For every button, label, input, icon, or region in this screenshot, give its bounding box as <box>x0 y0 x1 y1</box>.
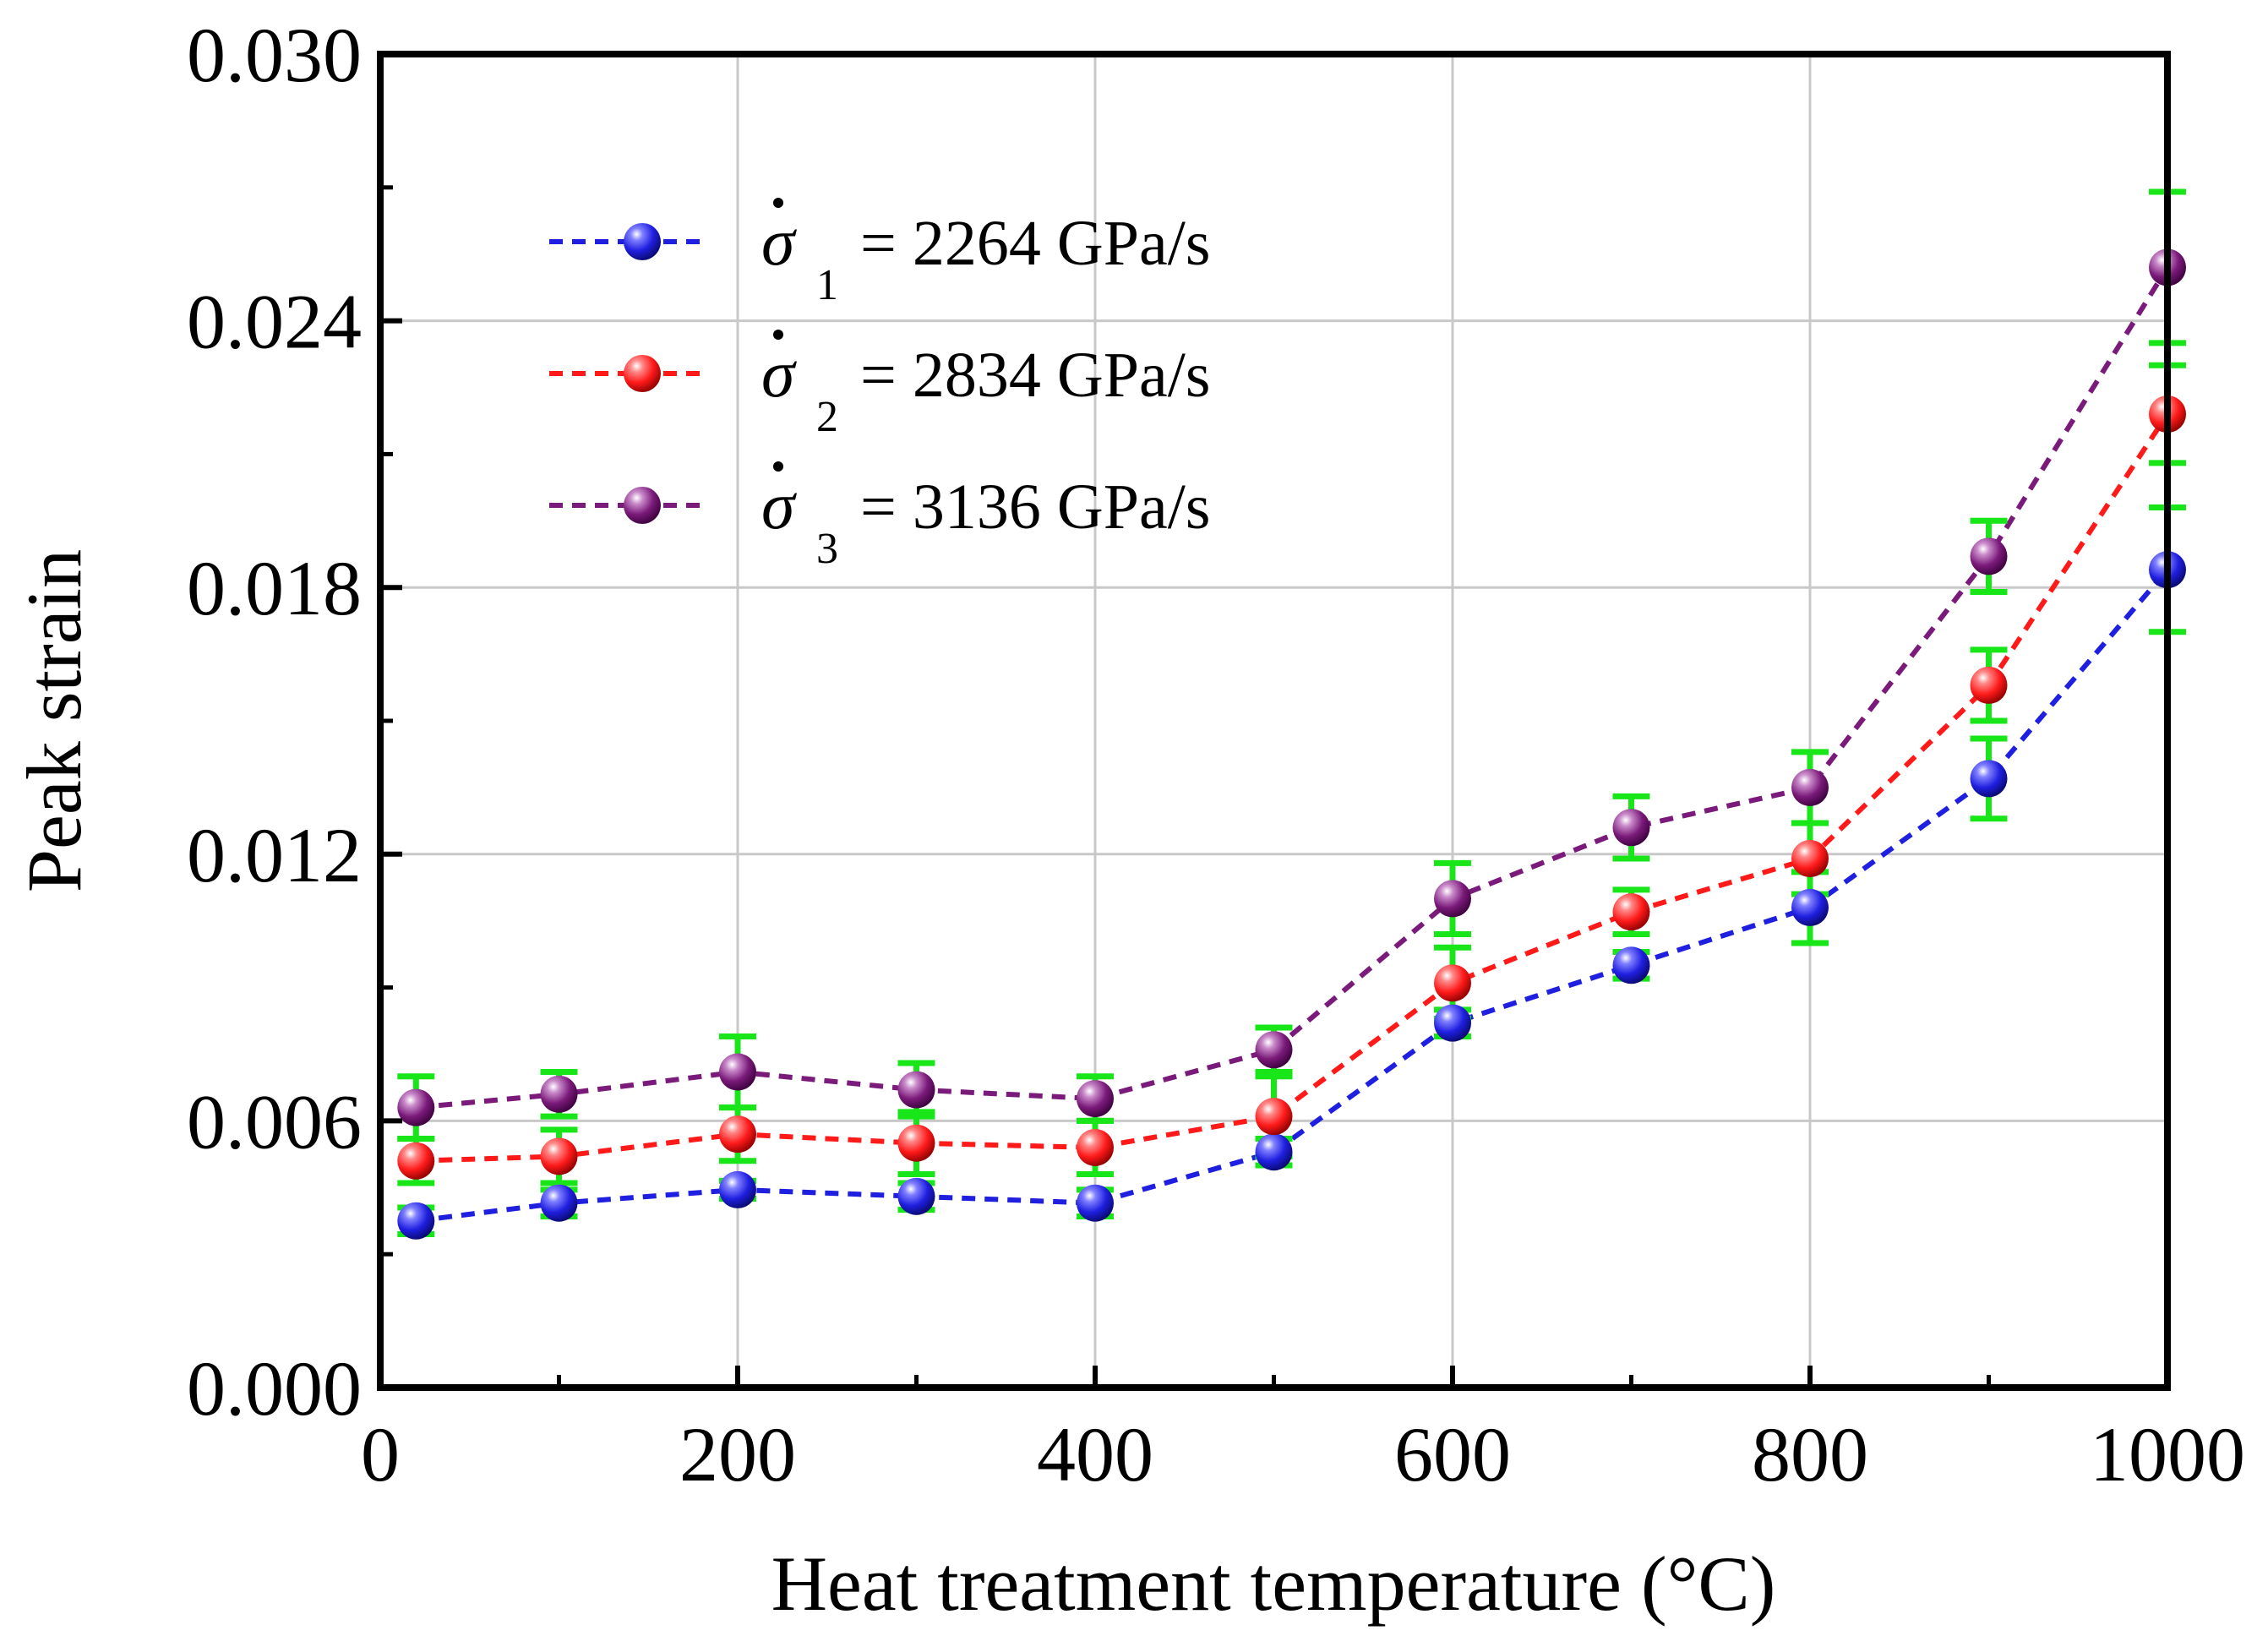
y-tick-label: 0.000 <box>187 1345 362 1432</box>
series-2-point <box>540 1137 578 1175</box>
legend-dot <box>773 330 783 340</box>
series-2-point <box>397 1142 435 1180</box>
series-1-point <box>540 1184 578 1222</box>
series-3-point <box>1077 1080 1114 1118</box>
legend-entry-3: σ3 = 3136 GPa/s <box>549 461 1210 573</box>
x-tick-label: 200 <box>679 1411 796 1497</box>
x-tick-label: 800 <box>1752 1411 1868 1497</box>
series-layer <box>397 188 2186 1240</box>
y-axis-title: Peak strain <box>11 549 97 892</box>
series-1-point <box>1791 888 1829 926</box>
series-1-point <box>897 1177 935 1215</box>
legend-marker <box>624 223 661 260</box>
series-3-point <box>1970 537 2008 575</box>
x-tick-label: 1000 <box>2090 1411 2245 1497</box>
series-1-point <box>1255 1133 1293 1171</box>
x-tick-label: 600 <box>1394 1411 1511 1497</box>
legend-marker <box>624 355 661 392</box>
series-1-point <box>1970 760 2008 798</box>
series-2-point <box>1791 840 1829 878</box>
legend-label: = 2834 GPa/s <box>860 340 1210 411</box>
series-3-point <box>397 1088 435 1126</box>
series-2-line <box>416 412 2170 1164</box>
legend-subscript: 2 <box>816 393 838 441</box>
series-2-point <box>1077 1128 1114 1166</box>
x-tick-labels: 0 200 400 600 800 1000 <box>361 1411 2245 1497</box>
legend-symbol: σ <box>761 205 797 280</box>
axis-ticks <box>378 52 2170 1390</box>
series-2-point <box>1970 666 2008 704</box>
series-3-point <box>540 1075 578 1113</box>
y-tick-label: 0.012 <box>187 812 362 898</box>
series-1-point <box>397 1202 435 1240</box>
legend-label: = 2264 GPa/s <box>860 208 1210 279</box>
series-2-point <box>1255 1098 1293 1136</box>
legend-subscript: 1 <box>816 261 838 309</box>
y-tick-label: 0.018 <box>187 545 362 631</box>
series-3-point <box>1612 809 1650 847</box>
error-bars <box>397 188 2186 1238</box>
series-1-point <box>1077 1184 1114 1222</box>
series-1-point <box>719 1170 756 1208</box>
series-3-point <box>719 1053 756 1091</box>
y-tick-label: 0.024 <box>187 279 362 365</box>
series-3-point <box>1434 880 1471 918</box>
series-1-point <box>1612 946 1650 984</box>
legend-dot <box>773 198 783 208</box>
legend-label: = 3136 GPa/s <box>860 472 1210 543</box>
legend-marker <box>624 487 661 524</box>
series-3-point <box>1255 1031 1293 1069</box>
series-3-point <box>897 1071 935 1109</box>
series-1-point <box>1434 1004 1471 1042</box>
legend: σ1= 2264 GPa/sσ2= 2834 GPa/sσ3= 3136 GPa… <box>549 198 1210 573</box>
series-2-point <box>1434 964 1471 1002</box>
legend-symbol: σ <box>761 337 797 412</box>
series-2-point <box>1612 893 1650 931</box>
series-2-point <box>897 1124 935 1162</box>
x-axis-title: Heat treatment temperature (°C) <box>771 1541 1776 1627</box>
y-tick-labels: 0.000 0.006 0.012 0.018 0.024 0.030 <box>187 12 362 1432</box>
legend-symbol: σ <box>761 469 797 543</box>
series-1-line <box>415 568 2170 1224</box>
legend-dot <box>773 461 783 472</box>
y-tick-label: 0.030 <box>187 12 362 98</box>
legend-subscript: 3 <box>816 525 838 573</box>
y-tick-label: 0.006 <box>187 1078 362 1164</box>
series-2-point <box>719 1115 756 1153</box>
x-tick-label: 0 <box>361 1411 400 1497</box>
legend-entry-2: σ2 = 2834 GPa/s <box>549 330 1210 441</box>
x-tick-label: 400 <box>1037 1411 1153 1497</box>
series-3-line <box>416 265 2170 1110</box>
legend-entry-1: σ1 = 2264 GPa/s <box>549 198 1210 309</box>
series-3-point <box>1791 768 1829 806</box>
data-markers <box>397 248 2186 1240</box>
